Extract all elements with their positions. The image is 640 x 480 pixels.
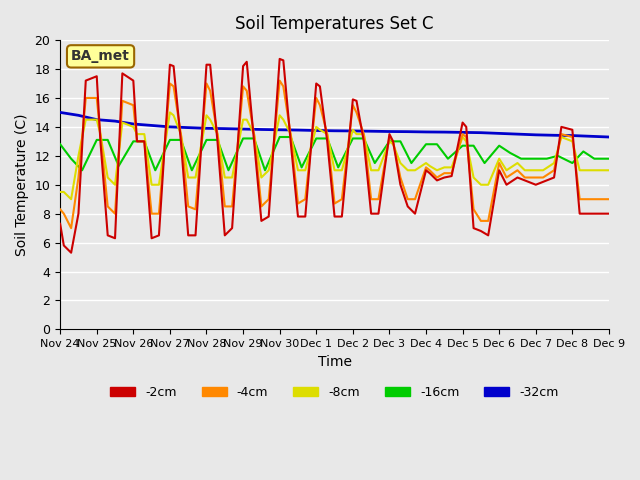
Legend: -2cm, -4cm, -8cm, -16cm, -32cm: -2cm, -4cm, -8cm, -16cm, -32cm (106, 381, 564, 404)
X-axis label: Time: Time (317, 355, 351, 369)
Text: BA_met: BA_met (71, 49, 130, 63)
Y-axis label: Soil Temperature (C): Soil Temperature (C) (15, 113, 29, 256)
Title: Soil Temperatures Set C: Soil Temperatures Set C (236, 15, 434, 33)
